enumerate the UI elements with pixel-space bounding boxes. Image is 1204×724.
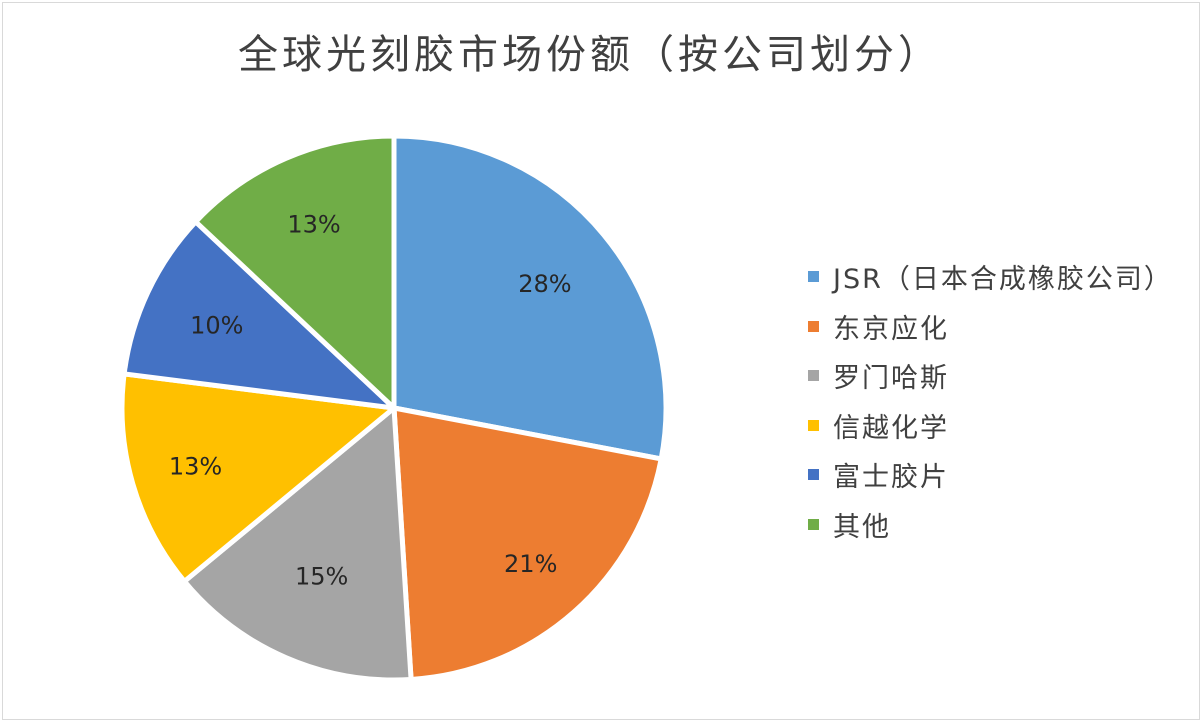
legend-label: 信越化学 [833,412,949,444]
legend-label: JSR（日本合成橡胶公司） [833,264,1173,296]
pie-slice-rohm-haas [181,405,414,683]
chart-title: 全球光刻胶市场份额（按公司划分） [238,32,942,78]
legend-swatch [808,469,819,481]
chart-legend: JSR（日本合成橡胶公司） 东京应化 罗门哈斯 信越化学 富士胶片 其他 [808,252,1173,549]
legend-swatch [808,518,819,530]
pie-data-labels: 28% 21% 15% 13% 10% 13% [169,210,572,590]
data-label-jsr: 28% [518,270,571,298]
pie-slice-jsr [391,133,669,462]
data-label-others: 13% [287,210,340,238]
legend-item-tok: 东京应化 [808,302,1173,352]
data-label-shin-etsu: 13% [169,453,222,481]
pie-slices [119,133,669,683]
data-label-tok: 21% [504,550,557,578]
pie-slice-shin-etsu [119,371,397,584]
legend-item-shin-etsu: 信越化学 [808,401,1173,451]
legend-item-others: 其他 [808,500,1173,550]
pie-slice-tok [391,405,664,682]
legend-swatch [808,419,819,431]
pie-slice-others [193,133,397,411]
pie-slice-fujifilm [121,219,397,411]
data-label-rohm-haas: 15% [295,562,348,590]
legend-swatch [808,370,819,382]
legend-label: 东京应化 [833,313,949,345]
legend-item-rohm-haas: 罗门哈斯 [808,351,1173,401]
legend-label: 罗门哈斯 [833,363,949,395]
legend-item-jsr: JSR（日本合成橡胶公司） [808,252,1173,302]
legend-label: 其他 [833,511,891,543]
legend-swatch [808,271,819,283]
legend-swatch [808,320,819,332]
legend-label: 富士胶片 [833,462,949,494]
legend-item-fujifilm: 富士胶片 [808,450,1173,500]
data-label-fujifilm: 10% [190,312,243,340]
